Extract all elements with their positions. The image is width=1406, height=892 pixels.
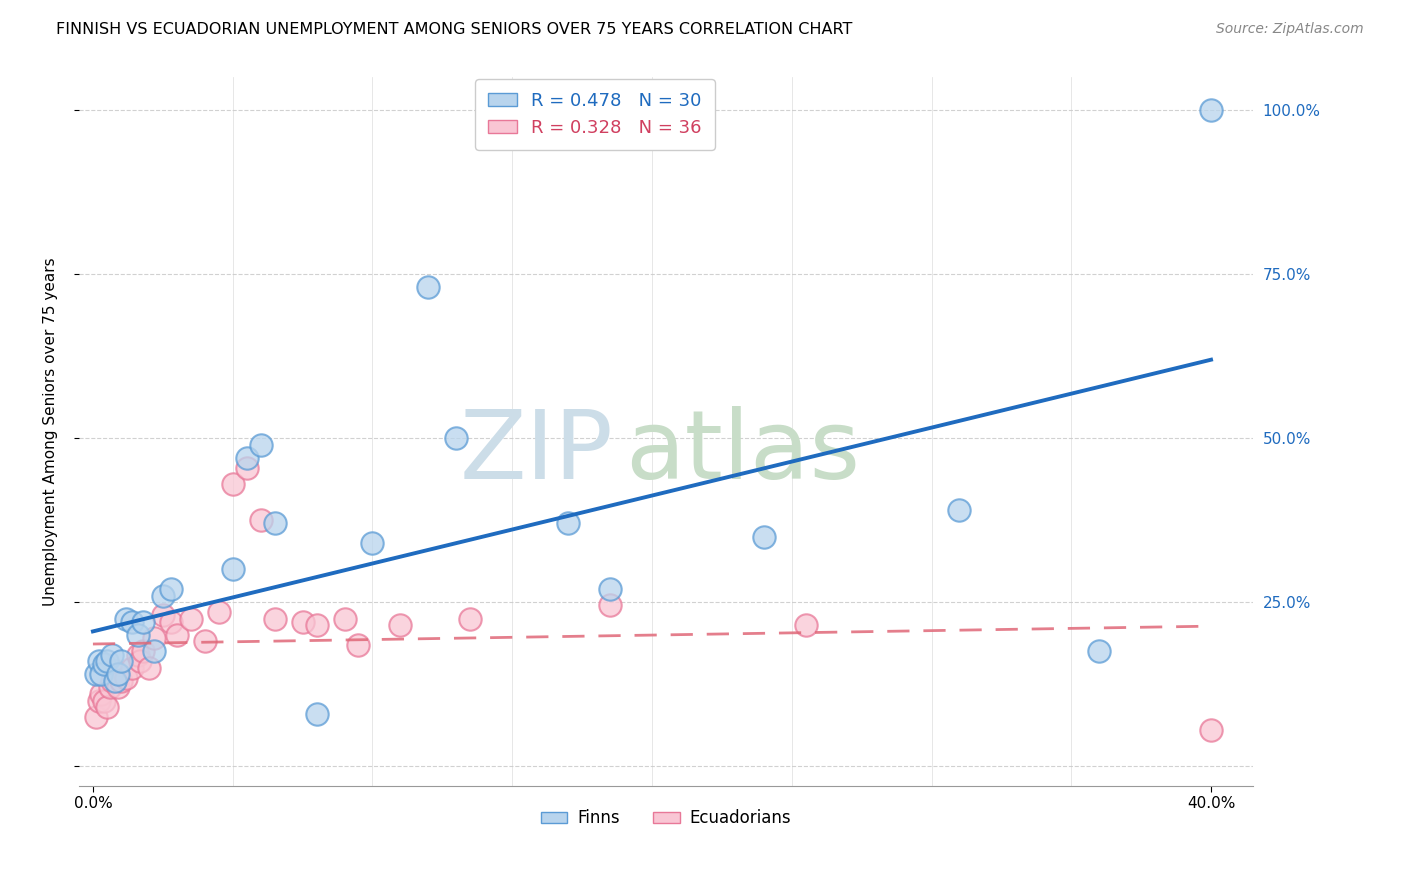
Point xyxy=(84,667,107,681)
Point xyxy=(291,615,314,629)
Point xyxy=(305,706,328,721)
Point xyxy=(87,693,110,707)
Point xyxy=(93,657,115,672)
Point xyxy=(121,661,143,675)
Text: FINNISH VS ECUADORIAN UNEMPLOYMENT AMONG SENIORS OVER 75 YEARS CORRELATION CHART: FINNISH VS ECUADORIAN UNEMPLOYMENT AMONG… xyxy=(56,22,852,37)
Point xyxy=(263,611,285,625)
Point xyxy=(794,618,817,632)
Point xyxy=(101,673,124,688)
Point xyxy=(101,648,124,662)
Point xyxy=(121,615,143,629)
Point xyxy=(235,460,257,475)
Point xyxy=(222,477,245,491)
Legend: Finns, Ecuadorians: Finns, Ecuadorians xyxy=(534,803,799,834)
Point xyxy=(752,530,775,544)
Point xyxy=(132,644,155,658)
Point xyxy=(222,562,245,576)
Point xyxy=(418,280,440,294)
Point xyxy=(115,611,138,625)
Point xyxy=(143,631,166,645)
Point xyxy=(599,599,621,613)
Point xyxy=(361,536,384,550)
Point xyxy=(104,673,127,688)
Point xyxy=(107,667,129,681)
Point xyxy=(84,710,107,724)
Point xyxy=(1088,644,1111,658)
Point xyxy=(90,667,112,681)
Point xyxy=(93,693,115,707)
Point xyxy=(96,700,118,714)
Point xyxy=(599,582,621,596)
Text: Source: ZipAtlas.com: Source: ZipAtlas.com xyxy=(1216,22,1364,37)
Point xyxy=(107,681,129,695)
Point xyxy=(1199,103,1222,118)
Point xyxy=(129,654,152,668)
Point xyxy=(110,673,132,688)
Point xyxy=(180,611,202,625)
Point xyxy=(152,608,174,623)
Point xyxy=(208,605,231,619)
Point xyxy=(104,664,127,678)
Point xyxy=(160,582,183,596)
Point xyxy=(249,513,271,527)
Point xyxy=(127,628,149,642)
Point xyxy=(152,589,174,603)
Y-axis label: Unemployment Among Seniors over 75 years: Unemployment Among Seniors over 75 years xyxy=(44,257,58,606)
Point xyxy=(127,648,149,662)
Point xyxy=(249,438,271,452)
Point xyxy=(110,654,132,668)
Point xyxy=(160,615,183,629)
Point xyxy=(557,516,579,531)
Text: atlas: atlas xyxy=(624,407,860,500)
Point xyxy=(1199,723,1222,737)
Point xyxy=(115,671,138,685)
Point xyxy=(347,638,370,652)
Point xyxy=(138,661,160,675)
Point xyxy=(305,618,328,632)
Point xyxy=(194,634,217,648)
Text: ZIP: ZIP xyxy=(460,407,613,500)
Point xyxy=(143,644,166,658)
Point xyxy=(948,503,970,517)
Point xyxy=(98,681,121,695)
Point xyxy=(132,615,155,629)
Point xyxy=(389,618,412,632)
Point xyxy=(90,687,112,701)
Point xyxy=(235,450,257,465)
Point xyxy=(458,611,481,625)
Point xyxy=(96,654,118,668)
Point xyxy=(166,628,188,642)
Point xyxy=(333,611,356,625)
Point xyxy=(263,516,285,531)
Point xyxy=(87,654,110,668)
Point xyxy=(446,431,468,445)
